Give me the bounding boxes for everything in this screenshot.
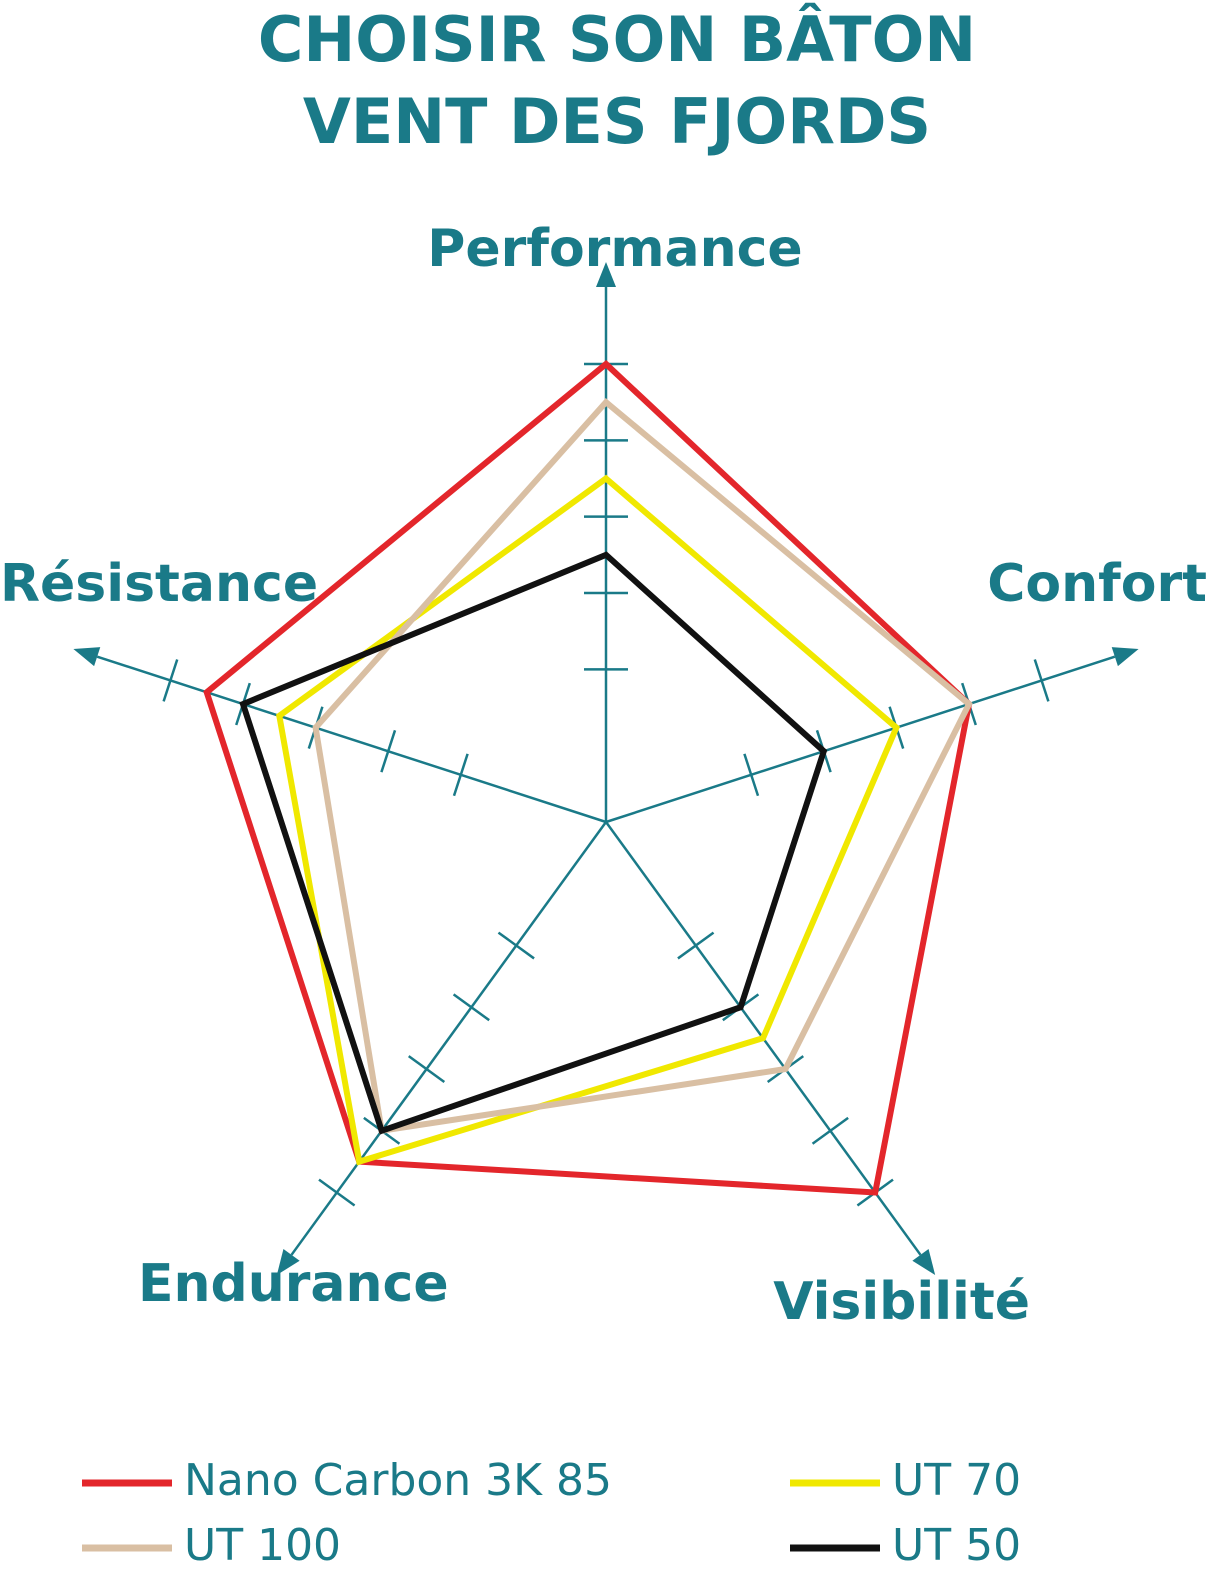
- tick-mark: [497, 931, 535, 960]
- tick-mark: [407, 1055, 446, 1083]
- tick-mark: [452, 753, 469, 797]
- axis-label: Endurance: [138, 1254, 449, 1314]
- tick-mark: [380, 729, 397, 773]
- axis-line: [290, 821, 608, 1256]
- axis-arrow: [596, 262, 616, 287]
- axis-line: [605, 655, 1116, 824]
- tick-mark: [318, 1178, 356, 1207]
- axis-arrow: [276, 1248, 300, 1276]
- axis-label: Performance: [427, 219, 802, 279]
- tick-mark: [677, 931, 715, 960]
- series-line: [312, 398, 973, 1135]
- axis-arrow: [912, 1248, 936, 1276]
- chart-title: CHOISIR SON BÂTON: [258, 3, 976, 76]
- tick-mark: [1033, 659, 1050, 702]
- axis-line: [96, 655, 607, 824]
- tick-mark: [162, 659, 179, 702]
- axis-label: Résistance: [0, 554, 318, 614]
- legend-label: UT 70: [892, 1455, 1021, 1506]
- axis-label: Confort: [987, 554, 1207, 614]
- series-line: [203, 360, 973, 1196]
- legend-label: UT 100: [184, 1520, 341, 1571]
- tick-mark: [743, 753, 760, 797]
- legend-label: Nano Carbon 3K 85: [184, 1455, 612, 1506]
- tick-mark: [452, 993, 490, 1022]
- legend-label: UT 50: [892, 1520, 1021, 1571]
- axis-arrow: [73, 647, 101, 667]
- axis-arrow: [1111, 647, 1139, 667]
- axis-label: Visibilité: [773, 1272, 1030, 1332]
- chart-title: VENT DES FJORDS: [303, 85, 931, 158]
- tick-mark: [811, 1116, 849, 1145]
- series-line: [239, 551, 828, 1135]
- series-line: [276, 474, 901, 1166]
